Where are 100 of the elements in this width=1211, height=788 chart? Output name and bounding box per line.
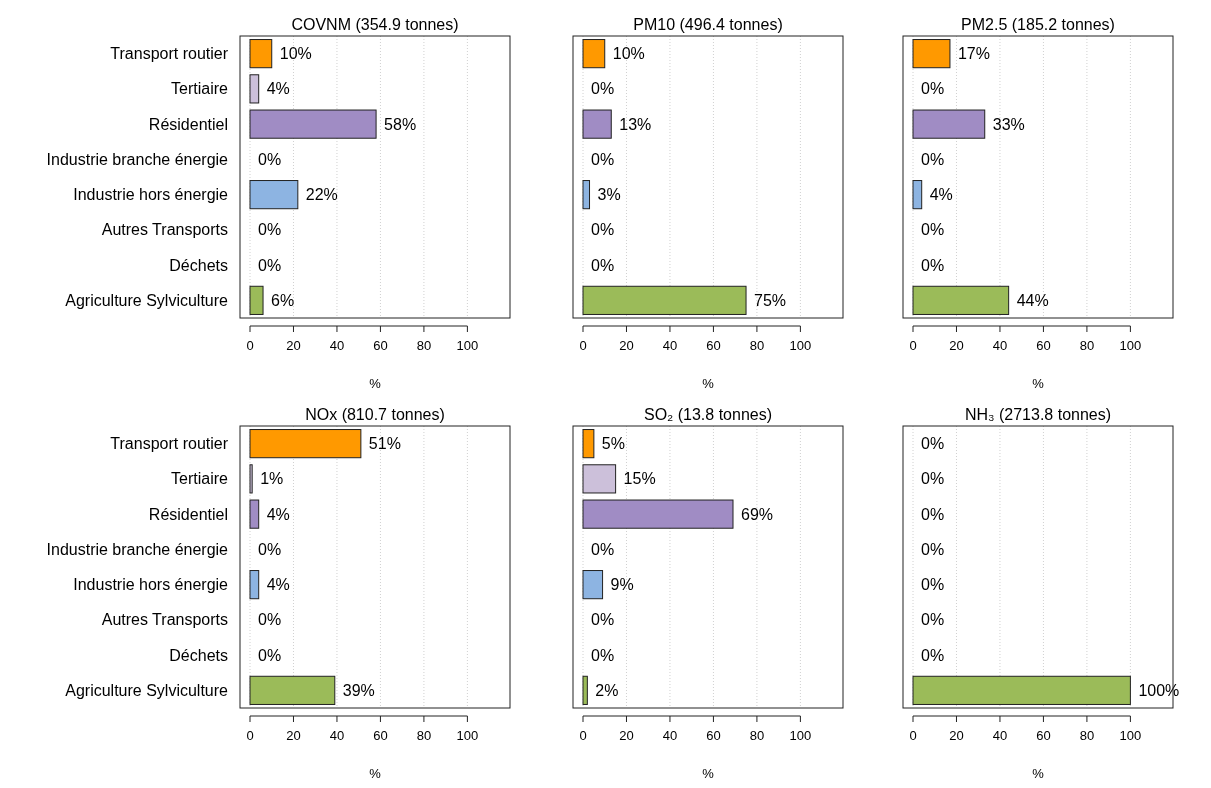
y-tick-label: Résidentiel — [148, 505, 228, 523]
chart-title: PM2.5 (185.2 tonnes) — [961, 16, 1115, 33]
data-label: 0% — [921, 470, 945, 488]
data-label: 15% — [623, 470, 656, 488]
x-tick-label: 60 — [706, 338, 721, 353]
y-tick-label: Autres Transports — [101, 611, 228, 629]
data-label: 0% — [258, 150, 282, 168]
x-axis-title: % — [369, 376, 382, 391]
y-tick-label: Transport routier — [110, 435, 229, 453]
data-label: 10% — [612, 45, 645, 63]
x-tick-label: 0 — [246, 338, 254, 353]
x-tick-label: 20 — [286, 338, 301, 353]
chart-title: NOx (810.7 tonnes) — [305, 406, 445, 423]
data-label: 0% — [921, 646, 945, 664]
x-tick-label: 0 — [579, 338, 587, 353]
bar — [582, 109, 612, 139]
x-tick-label: 0 — [246, 728, 254, 743]
x-tick-label: 0 — [909, 728, 917, 743]
data-label: 0% — [921, 150, 945, 168]
data-label: 44% — [1016, 291, 1049, 309]
data-label: 4% — [266, 576, 290, 594]
x-tick-label: 60 — [1036, 338, 1051, 353]
data-label: 0% — [921, 505, 945, 523]
data-label: 4% — [266, 80, 290, 98]
bar — [249, 429, 362, 459]
bar — [582, 39, 606, 69]
y-tick-label: Tertiaire — [171, 80, 229, 98]
data-label: 1% — [260, 470, 284, 488]
x-tick-label: 60 — [1036, 728, 1051, 743]
data-label: 0% — [591, 540, 615, 558]
data-label: 0% — [921, 256, 945, 274]
x-axis-title: % — [1032, 376, 1045, 391]
data-label: 4% — [266, 505, 290, 523]
data-label: 4% — [929, 186, 953, 204]
data-label: 6% — [271, 291, 295, 309]
data-label: 0% — [921, 221, 945, 239]
x-tick-label: 20 — [949, 338, 964, 353]
data-label: 0% — [921, 576, 945, 594]
x-tick-label: 20 — [619, 728, 634, 743]
data-label: 0% — [258, 256, 282, 274]
chart-title: PM10 (496.4 tonnes) — [633, 16, 783, 33]
bar — [582, 429, 595, 459]
bar — [249, 109, 377, 139]
bar — [249, 74, 260, 104]
bar — [249, 570, 260, 600]
bar — [582, 570, 604, 600]
x-axis-title: % — [1032, 766, 1045, 781]
data-label: 17% — [957, 45, 990, 63]
y-tick-label: Déchets — [169, 646, 228, 664]
x-tick-label: 100 — [1119, 338, 1142, 353]
data-label: 58% — [384, 115, 417, 133]
x-tick-label: 100 — [789, 728, 812, 743]
bar — [249, 464, 253, 494]
chart-title: COVNM (354.9 tonnes) — [291, 16, 459, 33]
x-tick-label: 0 — [909, 338, 917, 353]
data-label: 39% — [342, 681, 375, 699]
data-label: 0% — [921, 80, 945, 98]
data-label: 0% — [591, 221, 615, 239]
data-label: 0% — [258, 540, 282, 558]
bar — [582, 499, 734, 529]
y-tick-label: Industrie branche énergie — [46, 540, 229, 558]
x-tick-label: 60 — [373, 728, 388, 743]
data-label: 13% — [619, 115, 652, 133]
data-label: 22% — [305, 186, 338, 204]
data-label: 0% — [921, 435, 945, 453]
chart-title: SO₂ (13.8 tonnes) — [643, 406, 773, 423]
data-label: 51% — [368, 435, 401, 453]
data-label: 0% — [921, 540, 945, 558]
data-label: 3% — [597, 186, 621, 204]
data-label: 5% — [601, 435, 625, 453]
x-tick-label: 40 — [662, 338, 678, 353]
bar — [582, 180, 591, 210]
chart-title: NH₃ (2713.8 tonnes) — [964, 406, 1112, 423]
x-axis-title: % — [702, 376, 715, 391]
x-tick-label: 100 — [456, 728, 479, 743]
data-label: 100% — [1138, 681, 1180, 699]
bar — [912, 39, 951, 69]
data-label: 0% — [921, 611, 945, 629]
x-tick-label: 40 — [992, 728, 1008, 743]
bar — [249, 675, 336, 705]
x-tick-label: 0 — [579, 728, 587, 743]
bar — [249, 180, 299, 210]
x-axis-title: % — [702, 766, 715, 781]
data-label: 69% — [741, 505, 774, 523]
y-tick-label: Transport routier — [110, 45, 229, 63]
x-axis-title: % — [369, 766, 382, 781]
bar — [912, 285, 1010, 315]
x-tick-label: 80 — [416, 338, 432, 353]
data-label: 0% — [258, 221, 282, 239]
y-tick-label: Industrie hors énergie — [73, 186, 229, 204]
data-label: 33% — [992, 115, 1025, 133]
y-tick-label: Industrie hors énergie — [73, 576, 229, 594]
x-tick-label: 20 — [286, 728, 301, 743]
data-label: 0% — [591, 611, 615, 629]
x-tick-label: 100 — [1119, 728, 1142, 743]
x-tick-label: 80 — [749, 338, 765, 353]
data-label: 0% — [591, 256, 615, 274]
y-tick-label: Agriculture Sylviculture — [65, 681, 229, 699]
x-tick-label: 60 — [706, 728, 721, 743]
y-tick-label: Tertiaire — [171, 470, 229, 488]
